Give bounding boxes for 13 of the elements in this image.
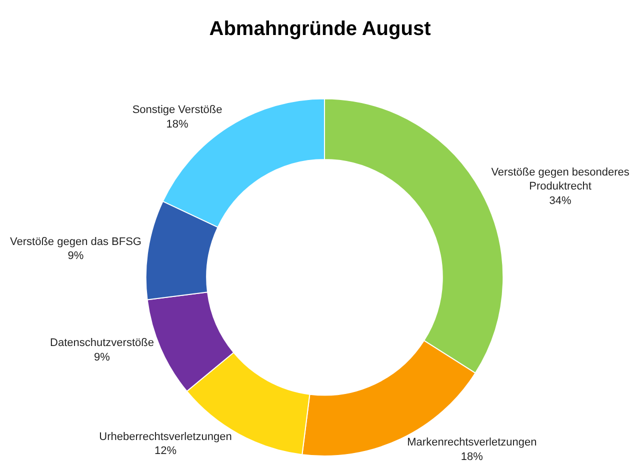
slice-label: Sonstige Verstöße [132, 104, 222, 116]
slice-label: Verstöße gegen besonderes Produktrecht [491, 166, 630, 193]
slice-label: Datenschutzverstöße [50, 337, 154, 350]
data-label: 18% [166, 118, 188, 130]
data-label: 18% [460, 450, 484, 463]
slice-label: Markenrechtsverletzungen [407, 436, 537, 449]
data-label: 9% [68, 250, 84, 262]
data-label: 9% [94, 352, 110, 364]
chart-title: Abmahngründe August [209, 18, 432, 40]
data-label: 12% [154, 445, 177, 458]
data-label: 34% [549, 194, 572, 207]
slice-label: Verstöße gegen das BFSG [10, 236, 142, 248]
slice-label: Urheberrechtsverletzungen [99, 430, 232, 443]
